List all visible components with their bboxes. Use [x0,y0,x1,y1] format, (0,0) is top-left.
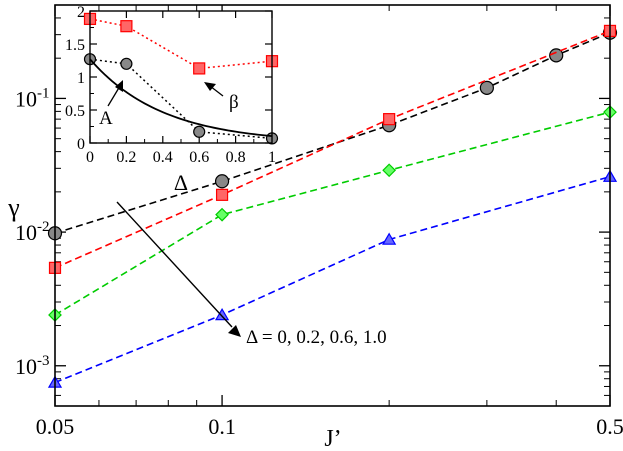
y-tick-base: 10 [15,354,37,379]
data-point [215,188,229,201]
y-tick-exponent: -3 [37,353,50,369]
inset-x-tick-label: 0.8 [226,149,246,166]
inset-arrow-a-head [115,80,123,92]
y-tick-label: 10-3 [15,353,50,379]
inset-label-beta: β [229,92,239,113]
inset-data-point [193,62,206,75]
series-line [54,175,611,384]
inset-plot: 0 0.5 1 1.5 2 0 0.2 0.4 0.6 0.8 1 Δ Aβ [65,4,279,195]
annotation-text: Δ = 0, 0.2, 0.6, 1.0 [246,327,387,348]
y-tick-exponent: -2 [37,219,50,235]
y-tick-label: 10-1 [15,85,50,111]
data-point [479,80,494,95]
x-tick-label: 0.5 [596,414,623,439]
series-1 [47,25,618,241]
inset-x-axis-title: Δ [174,170,188,195]
y-tick-label: 10-2 [15,219,50,245]
data-point [215,207,229,222]
inset-x-tick-label: 0 [86,149,94,166]
series-line [54,111,611,316]
inset-frame [89,10,273,144]
inset-y-tick-label: 0 [77,136,85,153]
series-line [54,30,611,269]
inset-ticks: 0 0.5 1 1.5 2 0 0.2 0.4 0.6 0.8 1 [65,4,276,166]
y-axis-title: γ [7,193,20,222]
data-point [214,174,230,189]
y-tick-base: 10 [15,86,37,111]
data-point [382,163,397,178]
inset-x-tick-label: 0.4 [153,149,173,166]
annotation-arrow-line [116,201,233,328]
inset-series-line [89,58,273,140]
x-axis-title: J’ [324,426,341,451]
inset-y-tick-label: 1 [77,70,85,87]
data-point [549,48,564,63]
inset-x-tick-label: 0.2 [116,149,136,166]
y-tick-base: 10 [15,220,37,245]
inset-data-point [120,57,133,70]
inset-data-point [193,125,206,138]
main-frame [54,4,611,407]
inset-y-tick-label: 2 [77,4,85,21]
inset-x-tick-label: 0.6 [189,149,209,166]
main-plot: 10-310-210-10.05 0.1 0.5J’γΔ = 0, 0.2, 0.6… [7,4,623,451]
annotation-arrowhead [228,325,241,337]
inset-data-point [120,20,133,33]
series-line [54,32,611,235]
x-tick-label: 0.05 [36,414,75,439]
inset-arrow-a-line [107,85,121,107]
inset-y-tick-label: 1.5 [65,37,85,54]
y-tick-exponent: -1 [37,85,50,101]
data-point [383,113,396,126]
inset-background [90,11,272,143]
x-tick-label: 0.1 [208,414,236,439]
series-4 [47,169,618,388]
main-ticks: 10-310-210-10.05 0.1 0.5 [15,4,623,439]
inset-x-tick-label: 1 [268,149,276,166]
annotation: Δ = 0, 0.2, 0.6, 1.0 [116,201,387,348]
data-point [382,232,397,245]
inset-arrow-beta-head [204,82,216,91]
data-point [214,307,230,321]
inset-y-tick-label: 0.5 [65,103,85,120]
inset-label-a: A [99,108,113,129]
